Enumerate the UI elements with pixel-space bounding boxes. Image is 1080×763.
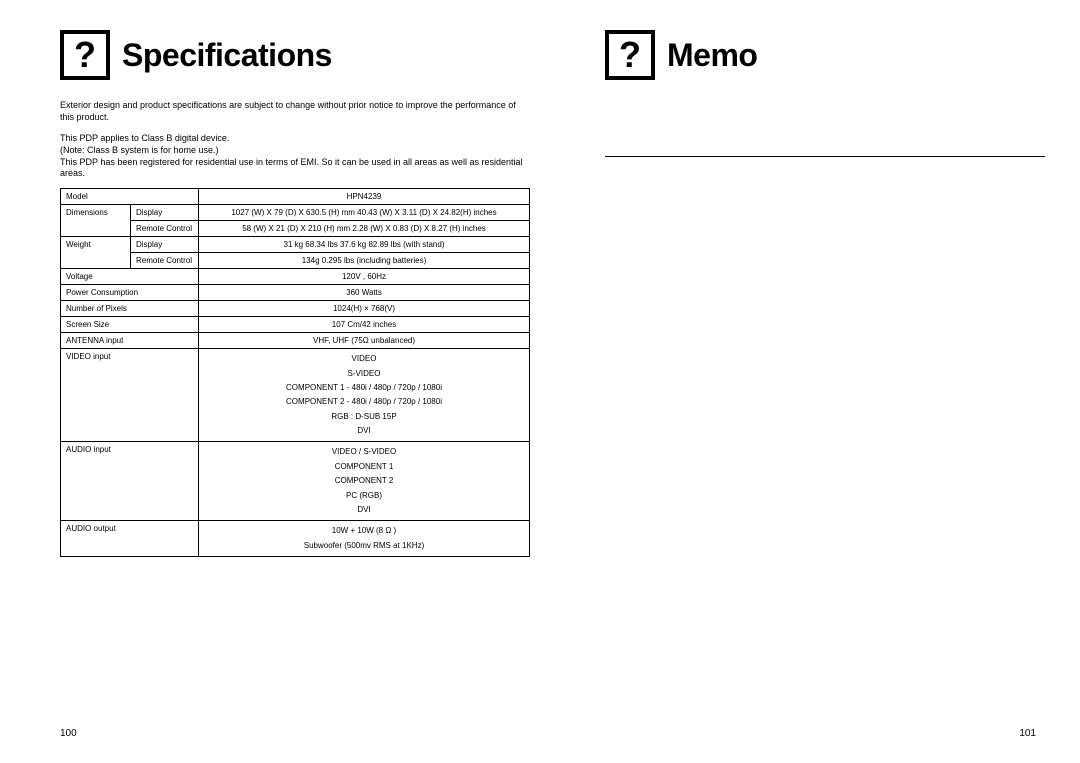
video-v6: DVI (357, 426, 370, 435)
specifications-page: ? Specifications Exterior design and pro… (60, 30, 530, 730)
page-number-right: 101 (1019, 728, 1036, 739)
table-row: Number of Pixels 1024(H) × 768(V) (61, 301, 530, 317)
specifications-header: ? Specifications (60, 30, 530, 80)
audio-in-v1: VIDEO / S-VIDEO (332, 447, 396, 456)
weight-remote-label: Remote Control (131, 253, 199, 269)
audio-input-value: VIDEO / S-VIDEO COMPONENT 1 COMPONENT 2 … (199, 442, 530, 521)
audio-output-label: AUDIO output (61, 521, 199, 557)
power-label: Power Consumption (61, 285, 199, 301)
video-v3: COMPONENT 1 - 480i / 480p / 720p / 1080i (286, 383, 442, 392)
dim-remote-label: Remote Control (131, 221, 199, 237)
audio-in-v3: COMPONENT 2 (335, 476, 394, 485)
dim-remote-value: 58 (W) X 21 (D) X 210 (H) mm 2.28 (W) X … (199, 221, 530, 237)
table-row: Power Consumption 360 Watts (61, 285, 530, 301)
video-v1: VIDEO (352, 354, 377, 363)
class-line3: This PDP has been registered for residen… (60, 157, 523, 179)
intro-text: Exterior design and product specificatio… (60, 100, 530, 123)
table-row: AUDIO input VIDEO / S-VIDEO COMPONENT 1 … (61, 442, 530, 521)
memo-header: ? Memo (605, 30, 1045, 80)
pixels-value: 1024(H) × 768(V) (199, 301, 530, 317)
class-line2: (Note: Class B system is for home use.) (60, 145, 219, 155)
audio-in-v4: PC (RGB) (346, 491, 382, 500)
table-row: VIDEO input VIDEO S-VIDEO COMPONENT 1 - … (61, 349, 530, 442)
video-input-value: VIDEO S-VIDEO COMPONENT 1 - 480i / 480p … (199, 349, 530, 442)
table-row: Remote Control 134g 0.295 lbs (including… (61, 253, 530, 269)
audio-input-label: AUDIO input (61, 442, 199, 521)
video-v2: S-VIDEO (348, 369, 381, 378)
memo-divider (605, 156, 1045, 157)
dimensions-label: Dimensions (61, 205, 131, 237)
page-number-left: 100 (60, 728, 77, 739)
weight-remote-value: 134g 0.295 lbs (including batteries) (199, 253, 530, 269)
audio-in-v5: DVI (357, 505, 370, 514)
model-value: HPN4239 (199, 189, 530, 205)
audio-out-v2: Subwoofer (500mv RMS at 1KHz) (304, 541, 425, 550)
screen-label: Screen Size (61, 317, 199, 333)
question-icon: ? (60, 30, 110, 80)
audio-in-v2: COMPONENT 1 (335, 462, 394, 471)
voltage-label: Voltage (61, 269, 199, 285)
dim-display-value: 1027 (W) X 79 (D) X 630.5 (H) mm 40.43 (… (199, 205, 530, 221)
audio-output-value: 10W + 10W (8 Ω ) Subwoofer (500mv RMS at… (199, 521, 530, 557)
weight-display-label: Display (131, 237, 199, 253)
audio-out-v1: 10W + 10W (8 Ω ) (332, 526, 396, 535)
table-row: AUDIO output 10W + 10W (8 Ω ) Subwoofer … (61, 521, 530, 557)
antenna-value: VHF, UHF (75Ω unbalanced) (199, 333, 530, 349)
table-row: Model HPN4239 (61, 189, 530, 205)
pixels-label: Number of Pixels (61, 301, 199, 317)
class-line1: This PDP applies to Class B digital devi… (60, 133, 229, 143)
table-row: Voltage 120V , 60Hz (61, 269, 530, 285)
video-input-label: VIDEO input (61, 349, 199, 442)
table-row: Weight Display 31 kg 68.34 lbs 37.6 kg 8… (61, 237, 530, 253)
table-row: Dimensions Display 1027 (W) X 79 (D) X 6… (61, 205, 530, 221)
video-v4: COMPONENT 2 - 480i / 480p / 720p / 1080i (286, 397, 442, 406)
question-icon: ? (605, 30, 655, 80)
class-b-text: This PDP applies to Class B digital devi… (60, 133, 530, 180)
spec-table: Model HPN4239 Dimensions Display 1027 (W… (60, 188, 530, 557)
table-row: Screen Size 107 Cm/42 inches (61, 317, 530, 333)
weight-display-value: 31 kg 68.34 lbs 37.6 kg 82.89 lbs (with … (199, 237, 530, 253)
memo-page: ? Memo (605, 30, 1045, 730)
antenna-label: ANTENNA input (61, 333, 199, 349)
weight-label: Weight (61, 237, 131, 269)
screen-value: 107 Cm/42 inches (199, 317, 530, 333)
table-row: Remote Control 58 (W) X 21 (D) X 210 (H)… (61, 221, 530, 237)
voltage-value: 120V , 60Hz (199, 269, 530, 285)
memo-heading: Memo (667, 37, 757, 74)
model-label: Model (61, 189, 199, 205)
specifications-heading: Specifications (122, 37, 332, 74)
table-row: ANTENNA input VHF, UHF (75Ω unbalanced) (61, 333, 530, 349)
power-value: 360 Watts (199, 285, 530, 301)
dim-display-label: Display (131, 205, 199, 221)
video-v5: RGB : D-SUB 15P (331, 412, 396, 421)
